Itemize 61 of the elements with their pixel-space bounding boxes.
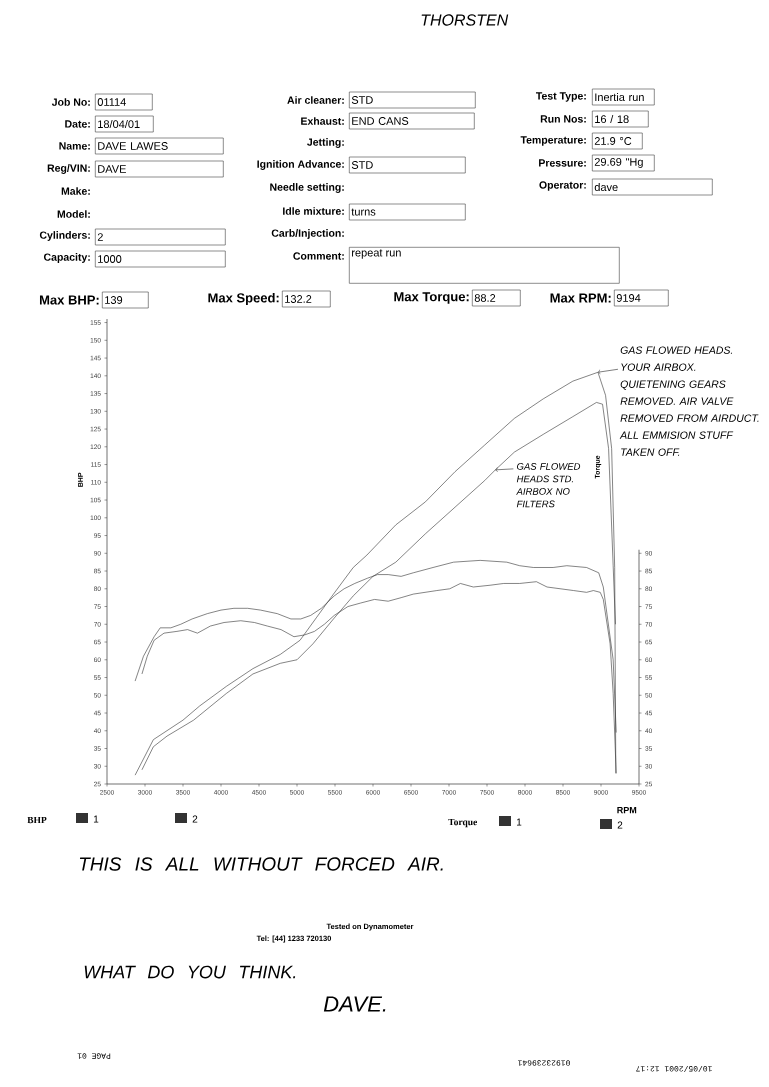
- text: Run Nos:: [540, 115, 586, 123]
- text: 139: [105, 296, 123, 304]
- annotation: GAS FLOWED HEADS STD. AIRBOX NO FILTERS: [516, 463, 581, 508]
- text: 2: [97, 233, 103, 241]
- text: Operator:: [539, 181, 586, 191]
- x-axis-title: RPM: [617, 806, 637, 814]
- text: 132.2: [285, 295, 312, 303]
- text: 10/05/2001 12:17: [636, 1066, 712, 1072]
- text: Pressure:: [539, 159, 586, 167]
- text: Test Type:: [535, 92, 586, 102]
- legend-label: 1: [93, 815, 99, 823]
- legend-label: 2: [192, 815, 198, 823]
- text: dave: [594, 182, 618, 192]
- text: Model:: [57, 210, 90, 218]
- text: THIS IS ALL WITHOUT FORCED AIR.: [79, 857, 443, 871]
- text: Max RPM:: [550, 293, 611, 303]
- text: repeat run: [352, 249, 401, 259]
- text: Max Speed:: [208, 292, 279, 306]
- text: DAVE LAWES: [98, 142, 168, 150]
- text: Make:: [61, 187, 90, 195]
- annotation: GAS FLOWED HEADS. YOUR AIRBOX. QUIETENING GEARS REMOVED. AIR VALVE REMOVED FROM AIRDUCT. ALL EMMISION STUFF TAKEN OFF.: [619, 346, 759, 456]
- text: Ignition Advance:: [257, 160, 344, 170]
- text: Jetting:: [307, 138, 344, 148]
- text: Inertia run: [595, 92, 644, 102]
- text: 9194: [616, 294, 641, 302]
- text: Capacity:: [43, 253, 90, 263]
- text: turns: [351, 208, 376, 216]
- text: DAVE: [98, 165, 126, 173]
- text: Torque: [448, 818, 477, 828]
- text: Exhaust:: [301, 117, 344, 125]
- text: Air cleaner:: [287, 96, 344, 104]
- text: Date:: [65, 120, 90, 128]
- text: Carb/Injection:: [271, 229, 344, 239]
- text: 21.9 °C: [594, 137, 632, 145]
- text: STD: [351, 161, 373, 169]
- text: Comment:: [293, 252, 344, 260]
- text: STD: [351, 96, 373, 104]
- text: END CANS: [352, 117, 409, 125]
- text: Reg/VIN:: [47, 164, 90, 174]
- text: Max BHP:: [39, 295, 99, 305]
- text: 01114: [97, 98, 126, 106]
- legend-label: 1: [516, 818, 522, 826]
- text: WHAT DO YOU THINK.: [84, 965, 296, 979]
- text: 1000: [98, 255, 122, 263]
- text: 88.2: [474, 294, 496, 302]
- text: BHP: [27, 816, 47, 824]
- text: Idle mixture:: [283, 207, 344, 215]
- text: Max Torque:: [394, 292, 469, 304]
- text: PAGE 01: [77, 1053, 111, 1059]
- text: 18/04/01: [98, 119, 140, 129]
- text: Temperature:: [520, 136, 586, 146]
- text: THORSTEN: [421, 14, 509, 26]
- text: 16 / 18: [595, 114, 629, 124]
- text: Name:: [59, 142, 90, 150]
- text: 01923239641: [518, 1060, 570, 1066]
- text: Job No:: [51, 98, 90, 106]
- text: Needle setting:: [270, 183, 344, 193]
- text: 29.69 "Hg: [594, 158, 643, 168]
- text: Cylinders:: [39, 231, 90, 241]
- legend-label: 2: [617, 821, 623, 829]
- text: DAVE.: [323, 996, 386, 1012]
